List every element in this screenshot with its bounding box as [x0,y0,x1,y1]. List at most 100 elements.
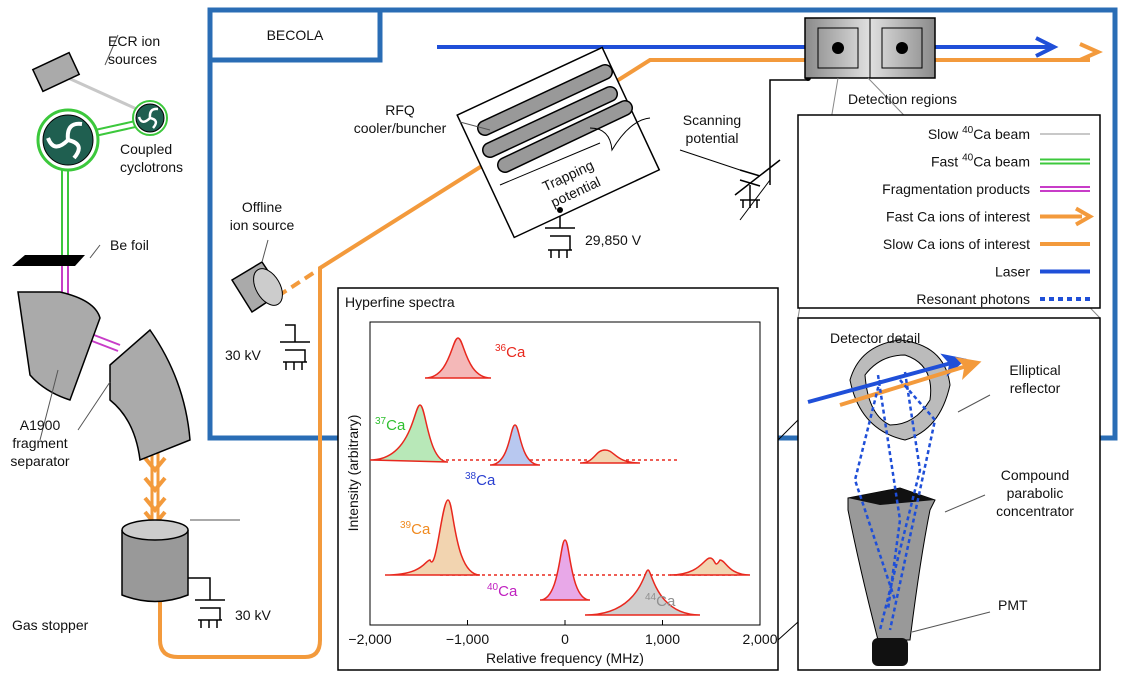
accelerator-components [12,34,240,603]
detector-drawing [807,339,991,666]
electrical-part [188,577,225,628]
rfq-part [499,142,601,186]
detector-drawing-part [848,488,935,505]
refl-line: reflector [1010,380,1061,396]
accelerator-components-part [121,519,189,541]
conc-line: concentrator [996,503,1074,519]
conc-line: parabolic [1007,485,1064,501]
spectra-curves-part [424,337,492,379]
ecr-label: ECR ion sources [108,33,160,67]
legend-text: Slow Ca ions of interest [883,236,1030,252]
isotope-element: Ca [506,344,526,361]
legend-label: Fragmentation products [882,181,1030,197]
pmt-label: PMT [998,597,1028,613]
electrical-part [280,324,310,370]
conc-line: Compound [1001,467,1070,483]
gas-stopper-label: Gas stopper [12,617,89,633]
scan-line: potential [686,130,739,146]
beam-lines-part [61,262,121,352]
beam-lines [54,36,1103,659]
offline-source-part [261,239,269,263]
beam-lines-part [54,70,151,117]
legend-text: Ca beam [973,154,1030,170]
isotope-mass: 38 [465,471,477,482]
spectra-curves-part [584,569,701,616]
beam-lines-part [1035,36,1059,58]
legend-label: Fast 40Ca beam [931,153,1030,170]
detector-drawing-part [872,638,908,666]
isotope-mass: 36 [495,343,507,354]
accelerator-components-part [12,255,85,266]
isotope-mass: 40 [487,582,499,593]
beam-lines-part [276,268,320,298]
detection-regions-part [896,42,908,54]
rfq-part [589,117,651,152]
electrical-part [679,149,741,171]
spectra-curves-part [539,539,591,601]
legend-text: Resonant photons [916,291,1030,307]
accelerator-components-part [109,328,191,462]
refl-line: Elliptical [1009,362,1060,378]
spectra-curves-part [579,449,641,464]
reflector-label: Elliptical reflector [1009,362,1060,396]
beam-lines-part [158,58,1090,659]
accelerator-components-part [121,530,189,603]
concentrator-label: Compound parabolic concentrator [996,467,1074,519]
detector-drawing-part [853,371,937,631]
legend-text: Fast Ca ions of interest [886,209,1030,225]
rfq-line: RFQ [385,102,415,118]
becola-frame-part [210,10,383,63]
scanning-label: Scanning potential [683,112,741,146]
legend-sup: 40 [962,153,974,164]
electrical [188,55,809,628]
rfq [456,46,661,239]
legend-sup: 40 [962,125,974,136]
scan-line: Scanning [683,112,741,128]
isotope-element: Ca [386,417,406,434]
rfq-part [459,121,491,131]
legend-label: Laser [995,264,1030,280]
gas-hv-label: 30 kV [235,607,271,623]
a1900-label: A1900 fragment separator [10,417,69,469]
isotope-mass: 44 [645,592,657,603]
accelerator-components-part [46,121,83,160]
offline-source [230,239,284,314]
isotope-label: 37Ca [375,416,406,434]
accelerator-components-part [31,51,81,93]
detection-regions-part [832,42,844,54]
be-foil-label: Be foil [110,237,149,253]
rfq-line: cooler/buncher [354,120,447,136]
offline-source-part [253,268,283,306]
legend-text: Slow [928,126,962,142]
spectra-curves [369,337,751,616]
x-tick-label: 2,000 [742,631,777,647]
cyc-line: Coupled [120,141,172,157]
spectra-curves-part [489,424,541,466]
isotope-label: 40Ca [487,582,518,600]
spectra-curves-part [669,557,751,576]
accelerator-components-part [39,34,240,521]
a1900-line: fragment [12,435,67,451]
rfq-voltage: 29,850 V [585,232,642,248]
legend-text: Fast [931,154,962,170]
x-tick-label: −2,000 [348,631,391,647]
legend-label: Fast Ca ions of interest [886,209,1030,225]
legend-box [797,114,1101,309]
isotope-label: 44Ca [645,592,676,610]
detail-title: Detector detail [830,330,920,346]
isotope-label: 39Ca [400,520,431,538]
isotope-element: Ca [476,472,496,489]
x-tick-label: 1,000 [645,631,680,647]
legend-text: Fragmentation products [882,181,1030,197]
x-tick-label: 0 [561,631,569,647]
offline-label: Offline ion source [230,199,295,233]
detection-regions-part [817,27,859,69]
zoom-lines [777,419,799,641]
legend-label: Slow 40Ca beam [928,125,1030,142]
cyclotrons-label: Coupled cyclotrons [120,141,183,175]
detection-label: Detection regions [848,91,957,107]
a1900-line: A1900 [20,417,61,433]
